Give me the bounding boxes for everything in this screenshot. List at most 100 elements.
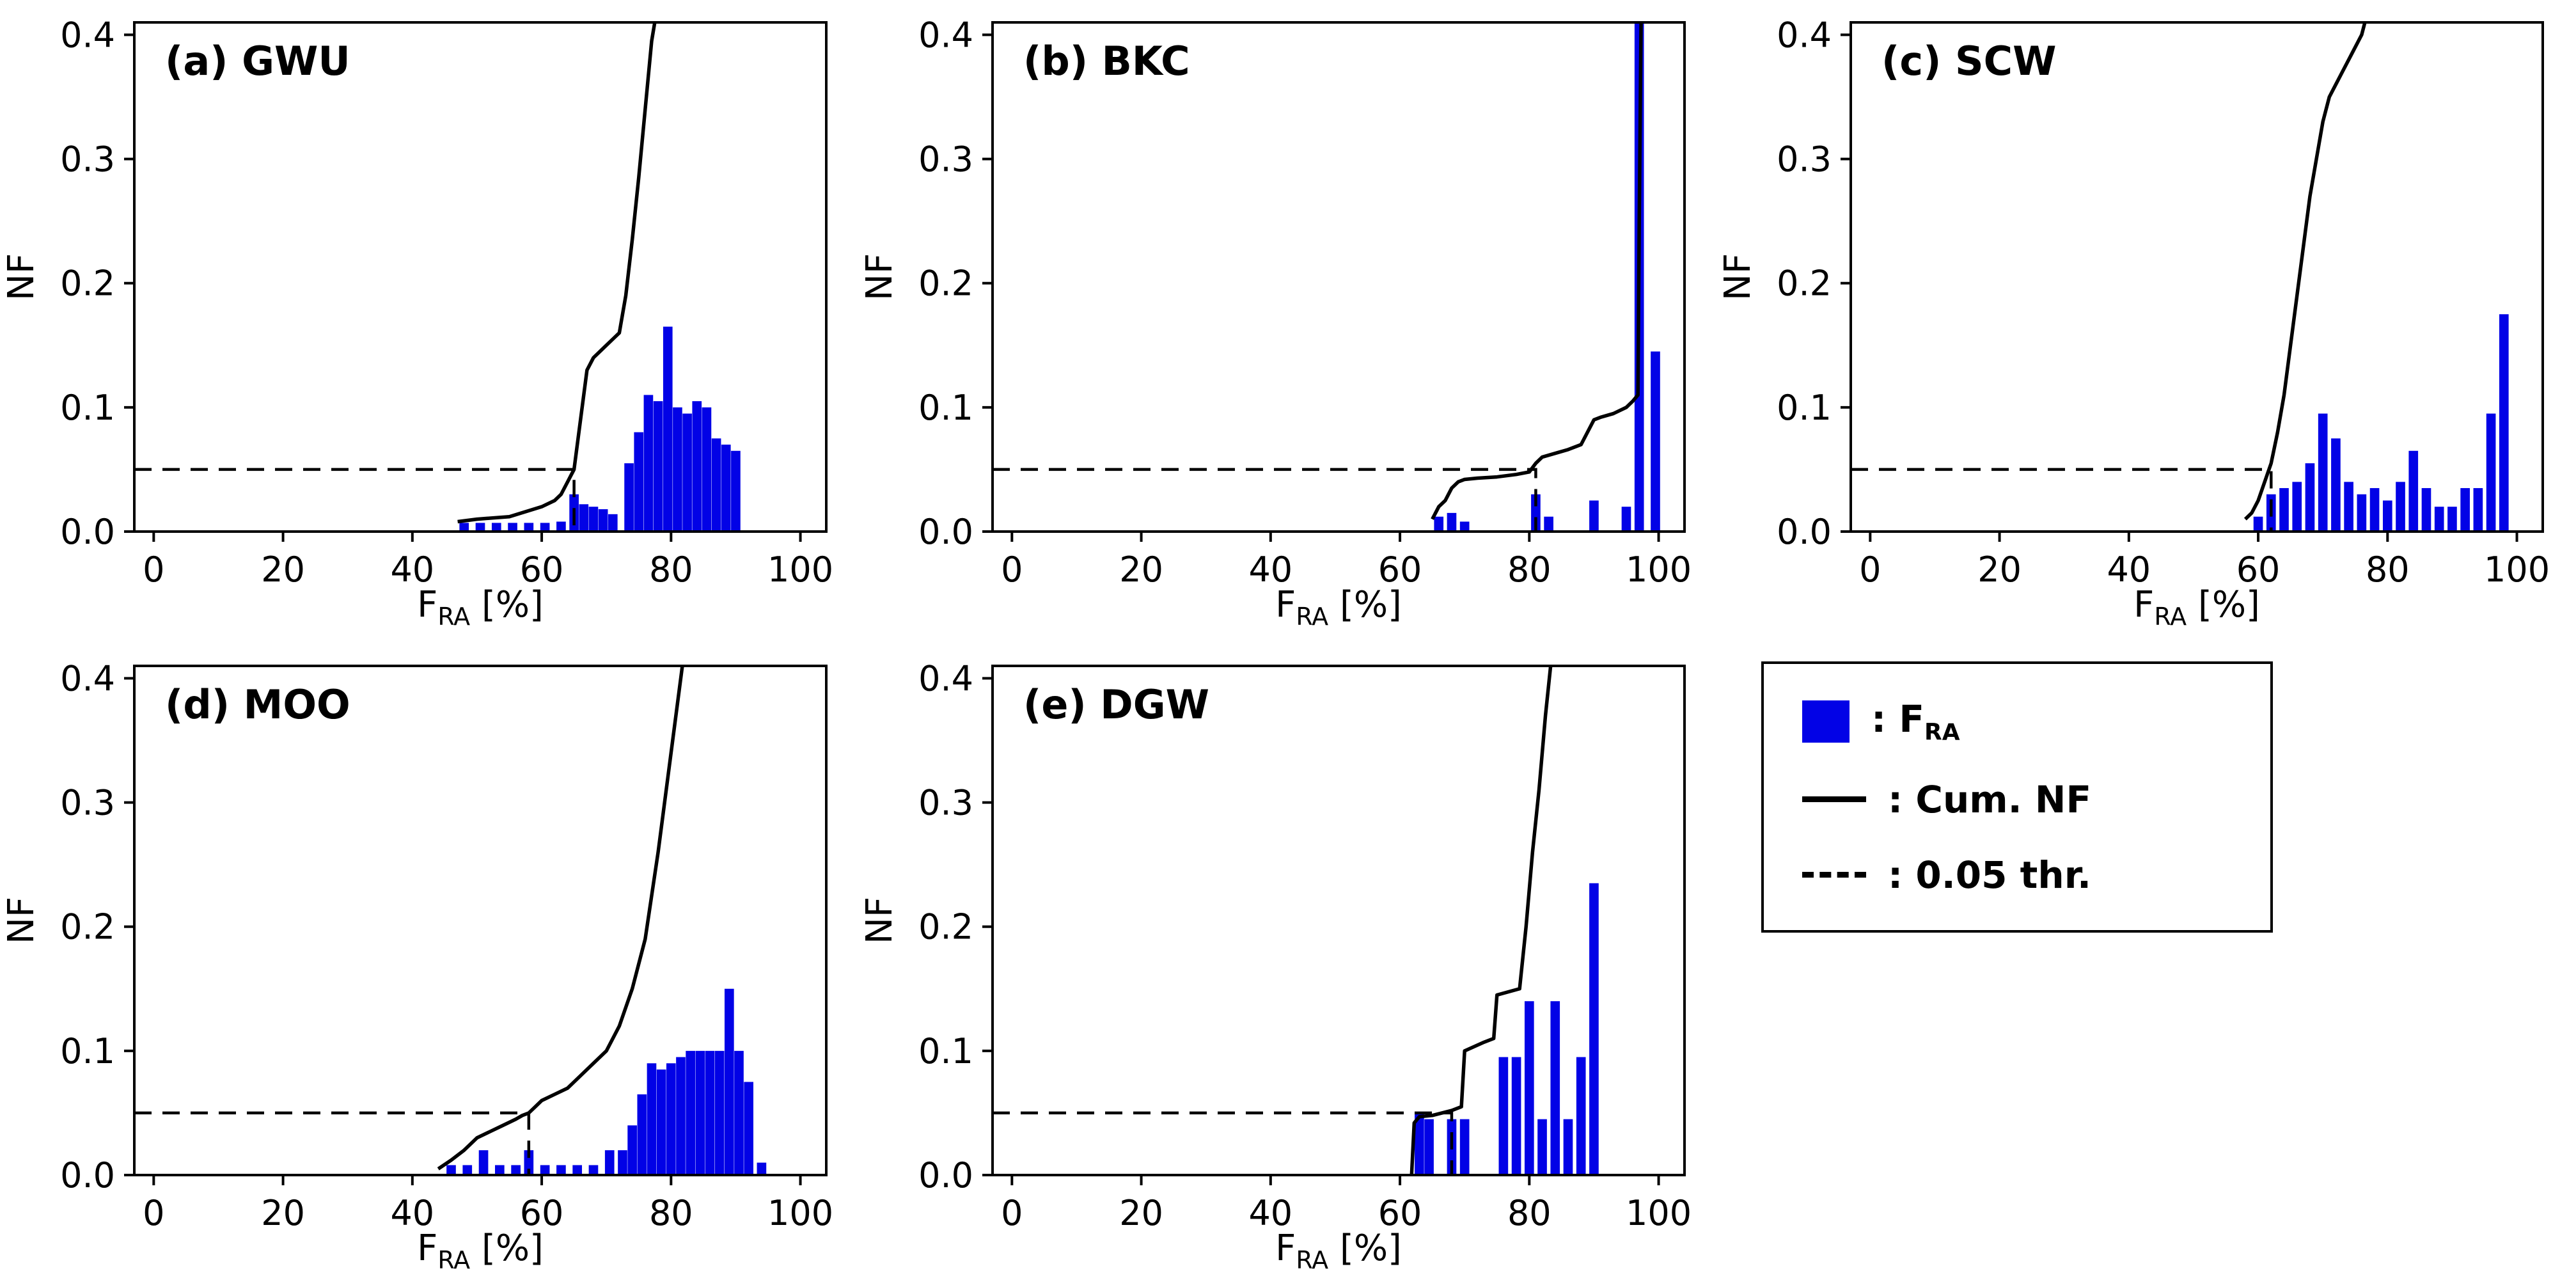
y-tick-label: 0.1 xyxy=(60,388,115,428)
histogram-bar xyxy=(459,523,469,532)
legend-item-fra-label: : FRA xyxy=(1871,697,1960,746)
x-tick-label: 100 xyxy=(1626,1193,1692,1233)
histogram-bar xyxy=(1621,507,1631,532)
histogram-bar xyxy=(524,523,534,532)
y-tick-label: 0.4 xyxy=(918,15,973,55)
chart-d: 0 20 40 60 80 100 0.0 0.1 0.2 0.3 0.4 (d) MOO NF FRA … xyxy=(1,658,833,1274)
histogram-bar xyxy=(1563,1119,1573,1175)
histogram-bar xyxy=(1524,1001,1534,1175)
histogram-bar xyxy=(2408,450,2419,532)
cum-nf-line xyxy=(2243,22,2367,521)
axes-box xyxy=(1850,21,2544,533)
histogram-bar xyxy=(2473,488,2483,532)
histogram-bar xyxy=(1589,883,1599,1175)
legend: : FRA : Cum. NF : 0.05 thr. xyxy=(1761,661,2273,933)
y-axis-label: NF xyxy=(1,253,42,301)
axes-box xyxy=(991,21,1686,533)
y-tick-label: 0.1 xyxy=(918,1031,973,1071)
histogram-bar xyxy=(2253,516,2263,532)
histogram-bar xyxy=(588,507,599,532)
axes-box xyxy=(991,665,1686,1176)
subplot-c: 0 20 40 60 80 100 0.0 0.1 0.2 0.3 0.4 (c) SCW NF FRA … xyxy=(1716,0,2575,644)
histogram-bar xyxy=(656,1069,666,1175)
histogram-bar xyxy=(714,1050,725,1175)
threshold-line xyxy=(1851,468,2273,532)
chart-e: 0 20 40 60 80 100 0.0 0.1 0.2 0.3 0.4 (e) DGW NF FRA … xyxy=(859,658,1692,1274)
histogram-bar xyxy=(2396,482,2405,532)
y-tick-label: 0.2 xyxy=(60,907,115,947)
histogram-bar xyxy=(1459,1119,1470,1175)
solid-line-swatch-icon xyxy=(1802,796,1866,803)
histogram-bar xyxy=(692,401,702,532)
histogram-bar xyxy=(1415,1112,1424,1175)
histogram-bar xyxy=(462,1165,473,1175)
x-tick-label: 40 xyxy=(2107,549,2151,590)
histogram-bar xyxy=(627,1125,637,1175)
histogram-bar xyxy=(634,432,644,532)
histogram-bar xyxy=(2499,314,2509,532)
histogram-bar xyxy=(1424,1119,1434,1175)
y-tick-label: 0.4 xyxy=(60,15,115,55)
histogram-bar xyxy=(663,326,673,532)
histogram-bar xyxy=(556,1165,566,1175)
histogram-bar xyxy=(524,1150,534,1175)
axes-box xyxy=(133,665,828,1176)
histogram-bar xyxy=(478,1150,489,1175)
histogram-bar xyxy=(572,1165,583,1175)
histogram-bar xyxy=(618,1150,627,1175)
y-tick-label: 0.2 xyxy=(1777,264,1832,304)
histogram-bar xyxy=(579,504,589,532)
histogram-bar xyxy=(2357,494,2367,532)
y-tick-label: 0.3 xyxy=(918,783,973,823)
histogram-bar xyxy=(2305,463,2315,532)
y-tick-label: 0.3 xyxy=(1777,139,1832,180)
histogram-bar xyxy=(624,463,634,532)
histogram-bar xyxy=(2318,413,2328,532)
chart-b: 0 20 40 60 80 100 0.0 0.1 0.2 0.3 0.4 (b) BKC NF FRA … xyxy=(859,15,1692,631)
threshold-line xyxy=(993,1111,1454,1175)
x-tick-label: 80 xyxy=(1507,1193,1551,1233)
x-axis-label: FRA [%] xyxy=(2133,584,2260,631)
x-tick-label: 20 xyxy=(1119,549,1163,590)
histogram-bar xyxy=(2344,482,2353,532)
y-tick-label: 0.2 xyxy=(918,907,973,947)
y-tick-label: 0.0 xyxy=(60,1155,115,1196)
histogram-bar xyxy=(608,514,618,532)
cum-nf-line xyxy=(1431,22,1643,520)
x-tick-label: 0 xyxy=(143,1193,164,1233)
histogram-bar xyxy=(637,1094,647,1175)
histogram-bar xyxy=(2382,500,2392,532)
subplot-e: 0 20 40 60 80 100 0.0 0.1 0.2 0.3 0.4 (e) DGW NF FRA … xyxy=(858,644,1716,1287)
histogram-bar xyxy=(647,1063,657,1175)
histogram-bar xyxy=(491,523,501,532)
y-tick-label: 0.0 xyxy=(1777,512,1832,552)
x-tick-label: 80 xyxy=(1507,549,1551,590)
x-tick-label: 100 xyxy=(767,549,833,590)
y-tick-label: 0.2 xyxy=(60,264,115,304)
axes-box xyxy=(133,21,828,533)
y-tick-label: 0.1 xyxy=(1777,388,1832,428)
panel-title: (b) BKC xyxy=(1023,38,1190,84)
y-axis-label: NF xyxy=(859,253,900,301)
bar-swatch-icon xyxy=(1802,700,1850,743)
x-tick-label: 60 xyxy=(520,1193,564,1233)
histogram-bar xyxy=(604,1150,615,1175)
histogram-bar xyxy=(2279,488,2289,532)
histogram-bar xyxy=(1544,516,1553,532)
histogram-bar xyxy=(540,523,550,532)
histogram-bar xyxy=(731,450,741,532)
x-tick-label: 20 xyxy=(261,1193,305,1233)
y-tick-label: 0.1 xyxy=(918,388,973,428)
y-axis-label: NF xyxy=(1,897,42,944)
histogram-bar xyxy=(475,523,485,532)
histogram-bar xyxy=(1511,1057,1521,1175)
x-tick-label: 0 xyxy=(1001,1193,1023,1233)
histogram-bar xyxy=(1589,500,1599,532)
histogram-bar xyxy=(511,1165,521,1175)
histogram-bar xyxy=(1459,521,1470,532)
histogram-bar xyxy=(598,509,608,532)
panel-title: (d) MOO xyxy=(165,681,350,728)
x-tick-label: 20 xyxy=(1119,1193,1163,1233)
x-tick-label: 40 xyxy=(390,549,434,590)
histogram-bar xyxy=(588,1165,599,1175)
